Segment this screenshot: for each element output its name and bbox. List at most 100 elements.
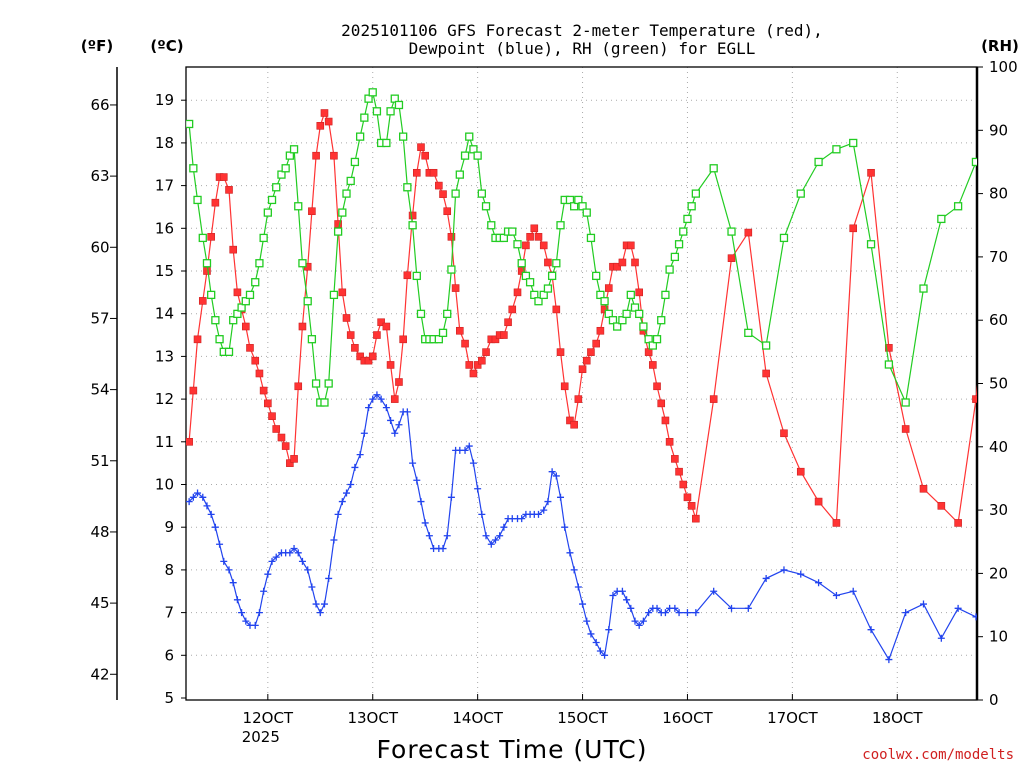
celsius-tick-label: 12: [155, 390, 174, 408]
rh-point: [578, 202, 587, 211]
temperature-point: [513, 288, 522, 297]
x-tick-label: 17OCT: [767, 709, 818, 727]
rh-point: [937, 214, 946, 224]
rh-line: [188, 90, 977, 405]
temperature-point: [198, 297, 207, 305]
rh-point: [539, 290, 548, 300]
x-tick-label: 15OCT: [557, 709, 608, 727]
dewpoint-point: [954, 604, 962, 612]
rh-point: [447, 265, 456, 274]
temperature-point: [451, 284, 460, 292]
temperature-point: [346, 331, 355, 339]
x-axis-label: Forecast Time (UTC): [377, 735, 648, 764]
temperature-point: [482, 348, 490, 356]
rh-point: [525, 278, 535, 287]
temperature-point: [657, 399, 666, 408]
temperature-point: [189, 386, 198, 395]
dewpoint-point: [762, 574, 770, 582]
celsius-tick-label: 14: [155, 305, 174, 323]
temperature-point: [294, 382, 303, 391]
temperature-point: [592, 339, 600, 348]
temperature-line: [188, 111, 977, 525]
dewpoint-point: [534, 510, 542, 518]
rh-point: [499, 233, 509, 243]
dewpoint-point: [461, 446, 469, 454]
dewpoint-point: [272, 553, 280, 561]
dewpoint-point: [635, 621, 643, 629]
temperature-point: [382, 322, 391, 331]
dewpoint-point: [583, 617, 591, 625]
temperature-point: [635, 288, 643, 297]
temperature-point: [526, 233, 534, 241]
temperature-point: [443, 207, 452, 216]
temperature-point: [744, 228, 753, 237]
dewpoint-point: [298, 557, 306, 565]
dewpoint-point: [937, 634, 945, 642]
fahrenheit-tick-label: 63: [90, 167, 109, 185]
celsius-tick-label: 10: [155, 476, 174, 494]
dewpoint-point: [304, 566, 312, 574]
temperature-point: [364, 356, 373, 365]
rh-point: [285, 151, 295, 160]
dewpoint-point: [815, 579, 823, 587]
temperature-point: [491, 335, 500, 344]
rh-point: [832, 145, 841, 154]
dewpoint-point: [540, 506, 548, 514]
rh-point: [1007, 234, 1014, 241]
dewpoint-point: [268, 557, 276, 565]
dewpoint-point: [343, 489, 351, 497]
dewpoint-point: [618, 587, 626, 595]
rh-point: [600, 297, 609, 306]
temperature-point: [368, 352, 377, 361]
celsius-tick-label: 19: [155, 91, 174, 109]
rh-tick-label: 80: [989, 185, 1008, 203]
rh-point: [814, 157, 823, 167]
dewpoint-point: [395, 421, 403, 429]
temperature-point: [241, 322, 250, 331]
temperature-point: [867, 168, 875, 177]
rh-point: [481, 202, 491, 211]
dewpoint-point: [360, 429, 368, 437]
temperature-point: [465, 361, 474, 369]
dewpoint-point: [255, 609, 263, 617]
temperature-point: [530, 224, 539, 233]
rh-tick-label: 90: [989, 121, 1008, 139]
rh-point: [521, 271, 531, 281]
rh-point: [233, 309, 242, 319]
temperature-point: [461, 339, 469, 348]
rh-point: [333, 227, 343, 236]
x-tick-label: 12OCT: [243, 709, 294, 727]
temperature-point: [504, 318, 512, 327]
rh-point: [469, 145, 478, 154]
dewpoint-point: [334, 510, 342, 518]
rh-point: [277, 170, 286, 179]
temperature-point: [412, 168, 421, 177]
dewpoint-point: [308, 583, 316, 591]
dewpoint-point: [496, 532, 504, 540]
celsius-tick-label: 7: [164, 604, 174, 622]
rh-point: [622, 309, 631, 319]
temperature-point: [618, 258, 627, 267]
dewpoint-point: [290, 545, 298, 553]
temperature-point: [377, 318, 385, 327]
dewpoint-point: [919, 600, 927, 608]
celsius-tick-label: 6: [164, 646, 174, 664]
temperature-point: [473, 361, 482, 369]
rh-point: [513, 240, 522, 249]
rh-point: [390, 94, 399, 103]
temperature-point: [780, 429, 788, 438]
temperature-point: [596, 326, 605, 335]
dewpoint-point: [356, 451, 364, 459]
rh-point: [639, 322, 648, 331]
rh-point: [460, 151, 470, 160]
temperature-point: [683, 493, 692, 502]
temperature-point: [814, 497, 823, 506]
rh-point: [552, 259, 561, 268]
temperature-point: [679, 480, 688, 489]
temperature-point: [435, 181, 443, 190]
temperature-point: [574, 395, 583, 403]
rh-point: [661, 290, 670, 300]
dewpoint-point: [203, 502, 211, 510]
dewpoint-point: [443, 532, 451, 540]
rh-point: [570, 202, 579, 211]
